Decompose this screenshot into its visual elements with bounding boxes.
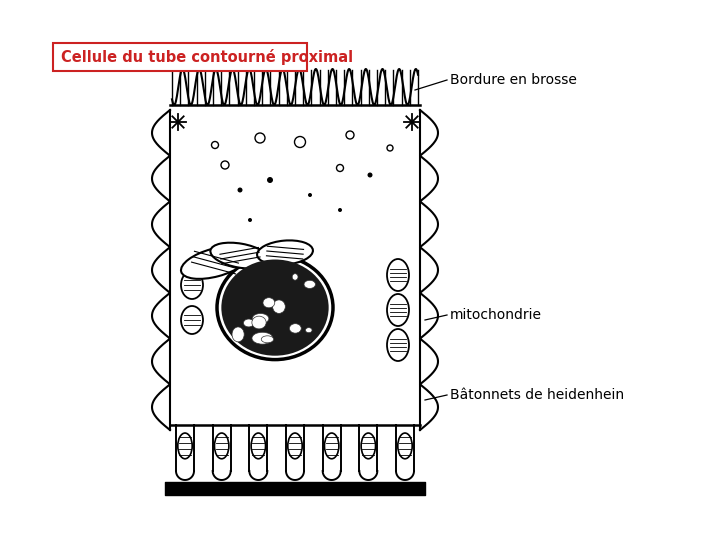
Ellipse shape bbox=[305, 328, 312, 333]
Ellipse shape bbox=[181, 246, 249, 279]
Text: mitochondrie: mitochondrie bbox=[450, 308, 542, 322]
Ellipse shape bbox=[210, 242, 269, 268]
Ellipse shape bbox=[257, 240, 313, 265]
Ellipse shape bbox=[181, 306, 203, 334]
Ellipse shape bbox=[181, 271, 203, 299]
Ellipse shape bbox=[387, 329, 409, 361]
Circle shape bbox=[238, 187, 243, 192]
Ellipse shape bbox=[251, 433, 266, 459]
Ellipse shape bbox=[215, 433, 229, 459]
Ellipse shape bbox=[261, 336, 274, 343]
Ellipse shape bbox=[361, 433, 376, 459]
Circle shape bbox=[267, 177, 273, 183]
Circle shape bbox=[248, 218, 252, 222]
Circle shape bbox=[308, 193, 312, 197]
Ellipse shape bbox=[387, 259, 409, 291]
Ellipse shape bbox=[243, 319, 254, 327]
Circle shape bbox=[338, 208, 342, 212]
Ellipse shape bbox=[221, 260, 328, 356]
Text: Cellule du tube contourné proximal: Cellule du tube contourné proximal bbox=[61, 49, 353, 65]
Text: Bordure en brosse: Bordure en brosse bbox=[450, 73, 577, 87]
Ellipse shape bbox=[232, 327, 244, 342]
Ellipse shape bbox=[252, 314, 269, 323]
Ellipse shape bbox=[304, 280, 315, 288]
Ellipse shape bbox=[217, 255, 333, 360]
Ellipse shape bbox=[252, 316, 266, 329]
Ellipse shape bbox=[273, 300, 285, 313]
Ellipse shape bbox=[325, 433, 339, 459]
Ellipse shape bbox=[252, 332, 273, 344]
Ellipse shape bbox=[263, 298, 275, 308]
Ellipse shape bbox=[292, 274, 298, 280]
Ellipse shape bbox=[387, 294, 409, 326]
Ellipse shape bbox=[289, 323, 301, 333]
Circle shape bbox=[367, 172, 372, 178]
Ellipse shape bbox=[397, 433, 413, 459]
Ellipse shape bbox=[288, 433, 302, 459]
FancyBboxPatch shape bbox=[53, 43, 307, 71]
Text: Bâtonnets de heidenhein: Bâtonnets de heidenhein bbox=[450, 388, 624, 402]
Ellipse shape bbox=[178, 433, 192, 459]
